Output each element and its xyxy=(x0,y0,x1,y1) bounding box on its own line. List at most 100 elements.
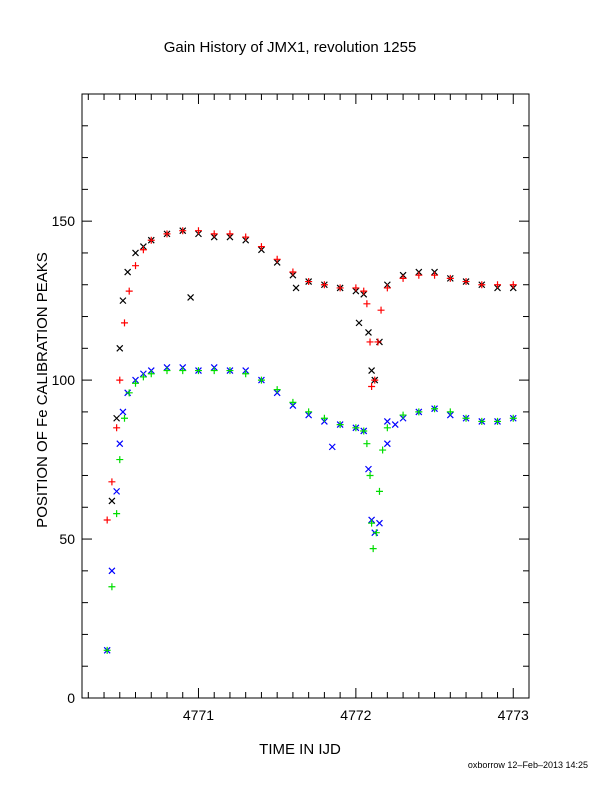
data-point xyxy=(147,236,155,244)
y-tick-label: 100 xyxy=(52,372,76,388)
data-point xyxy=(108,583,116,591)
data-point xyxy=(431,271,439,279)
data-point xyxy=(462,414,470,422)
data-point xyxy=(363,440,371,448)
data-point xyxy=(376,519,383,527)
data-point xyxy=(305,408,313,416)
data-point xyxy=(116,440,124,448)
data-point xyxy=(113,414,121,422)
data-point xyxy=(368,519,376,527)
data-point xyxy=(320,414,328,422)
data-point xyxy=(113,424,121,432)
data-point xyxy=(103,646,111,654)
data-point xyxy=(372,529,380,537)
data-point xyxy=(369,545,377,553)
y-tick-label: 150 xyxy=(52,213,76,229)
data-point xyxy=(365,328,372,336)
data-point xyxy=(374,338,382,346)
x-axis: 4771 4772 4773 xyxy=(87,94,530,723)
series-0 xyxy=(108,227,517,505)
plot-frame xyxy=(81,93,530,699)
x-tick-label: 4771 xyxy=(183,707,214,723)
data-point xyxy=(210,230,218,238)
data-point xyxy=(108,478,116,486)
data-point xyxy=(116,376,124,384)
data-point xyxy=(478,281,486,289)
data-point xyxy=(320,281,328,289)
data-point xyxy=(478,417,486,425)
data-point xyxy=(399,411,407,419)
data-point xyxy=(132,262,140,270)
data-point xyxy=(242,370,250,378)
x-tick-label: 4772 xyxy=(340,707,371,723)
data-point xyxy=(179,227,187,235)
data-point xyxy=(113,510,121,518)
data-point xyxy=(120,319,128,327)
data-point xyxy=(194,367,202,375)
data-point xyxy=(226,367,234,375)
data-point xyxy=(257,376,265,384)
data-point xyxy=(187,294,195,301)
data-point xyxy=(383,418,391,425)
data-point xyxy=(179,367,187,375)
data-point xyxy=(383,424,391,432)
data-point xyxy=(375,487,383,495)
data-point xyxy=(305,278,313,286)
data-point xyxy=(365,465,372,473)
data-point xyxy=(119,297,127,305)
x-tick-label: 4773 xyxy=(498,707,529,723)
data-point xyxy=(108,567,116,575)
series-2 xyxy=(103,363,517,654)
data-point xyxy=(125,389,133,397)
data-point xyxy=(336,421,344,429)
data-point xyxy=(371,376,379,384)
data-point xyxy=(415,271,423,279)
data-point xyxy=(360,427,368,435)
data-point xyxy=(368,367,376,374)
data-point xyxy=(289,268,297,276)
data-point xyxy=(399,274,407,282)
data-point xyxy=(366,471,374,479)
data-point xyxy=(391,421,399,429)
data-point xyxy=(352,284,360,292)
data-point xyxy=(124,268,132,276)
data-point xyxy=(242,233,250,241)
data-point xyxy=(113,487,121,495)
data-point xyxy=(328,443,336,451)
data-point xyxy=(431,405,439,413)
data-point xyxy=(355,319,363,327)
plot-marks xyxy=(103,227,517,654)
y-axis-label: POSITION OF Fe CALIBRATION PEAKS xyxy=(34,252,51,528)
data-point xyxy=(139,373,147,381)
data-point xyxy=(292,284,300,292)
data-point xyxy=(257,243,265,251)
data-point xyxy=(116,456,124,464)
data-point xyxy=(226,230,234,238)
series-1 xyxy=(103,227,517,524)
data-point xyxy=(509,281,517,289)
data-point xyxy=(132,379,140,387)
data-point xyxy=(120,414,128,422)
data-point xyxy=(377,306,385,314)
data-point xyxy=(132,249,139,257)
data-point xyxy=(163,367,171,375)
data-point xyxy=(415,408,423,416)
y-tick-label: 50 xyxy=(59,531,75,547)
data-point xyxy=(462,278,470,286)
data-point xyxy=(194,227,202,235)
data-point xyxy=(494,281,502,289)
footer-credit: oxborrow 12–Feb–2013 14:25 xyxy=(468,760,588,770)
data-point xyxy=(509,414,517,422)
data-point xyxy=(289,398,297,406)
data-point xyxy=(116,344,124,352)
y-axis: 0 50 100 150 xyxy=(52,93,529,706)
data-point xyxy=(108,497,116,505)
y-tick-label: 0 xyxy=(67,690,75,706)
data-point xyxy=(446,408,454,416)
data-point xyxy=(360,287,368,295)
x-axis-label: TIME IN IJD xyxy=(259,741,341,758)
series-3 xyxy=(103,367,517,654)
data-point xyxy=(125,287,133,295)
data-point xyxy=(366,338,374,346)
